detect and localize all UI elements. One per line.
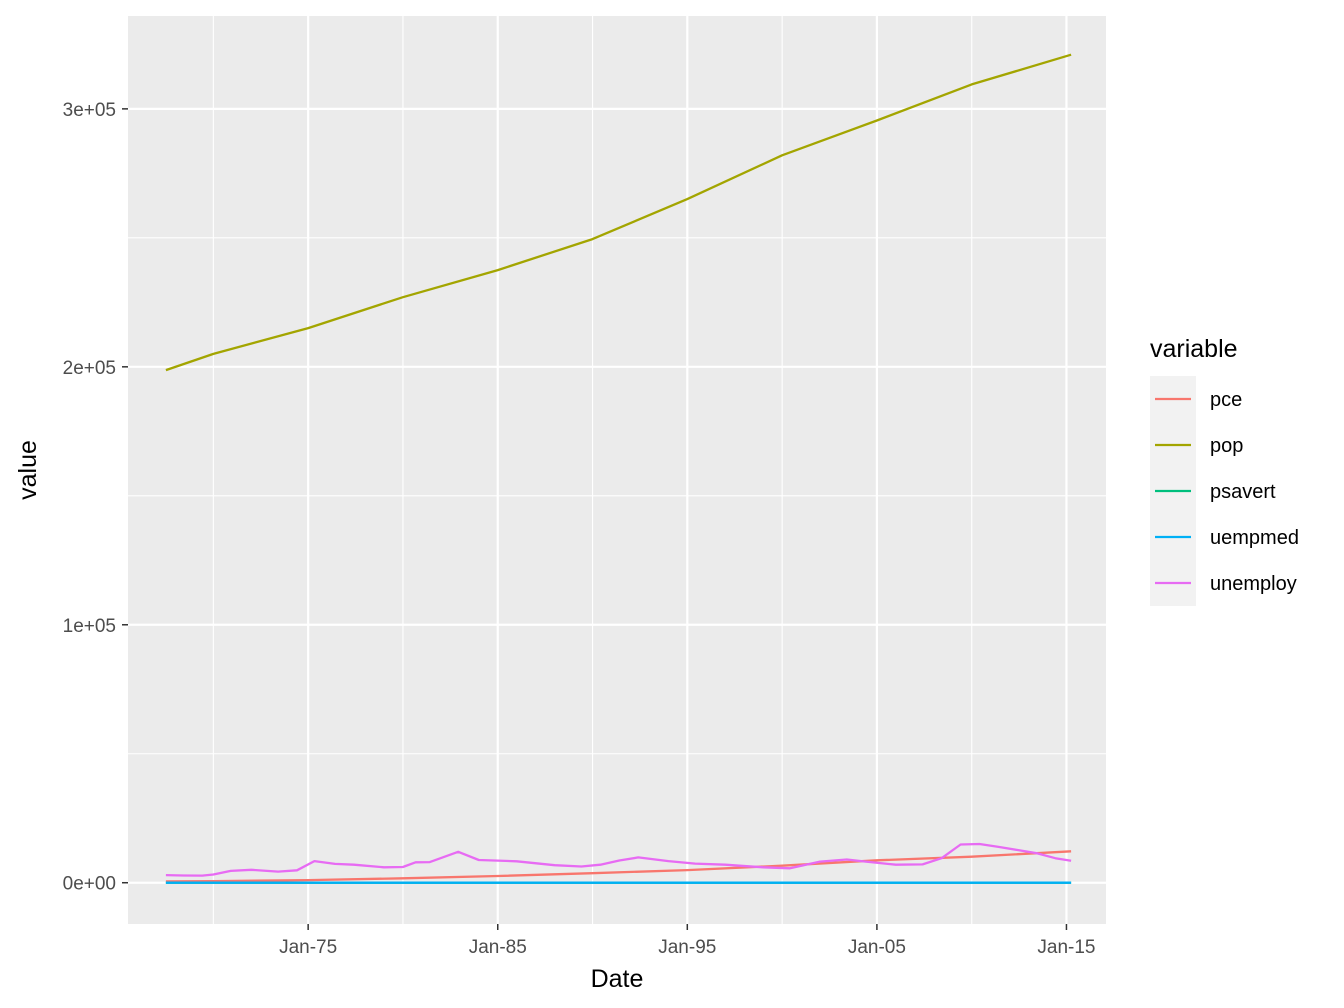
legend-label-unemploy: unemploy [1210,573,1297,595]
legend-label-pop: pop [1210,435,1243,457]
x-tick-label: Jan-85 [469,937,527,958]
x-axis: Jan-75 Jan-85 Jan-95 Jan-05 Jan-15 [279,924,1096,958]
legend-label-uempmed: uempmed [1210,527,1299,549]
x-tick-label: Jan-05 [848,937,906,958]
y-tick-label: 2e+05 [63,358,116,379]
x-tick-label: Jan-95 [658,937,716,958]
legend-label-pce: pce [1210,389,1242,411]
y-axis-title: value [14,440,42,500]
x-axis-title: Date [591,965,644,993]
x-tick-label: Jan-15 [1037,937,1095,958]
legend-label-psavert: psavert [1210,481,1276,503]
y-axis: 0e+00 1e+05 2e+05 3e+05 [63,100,128,895]
plot-panel [128,16,1106,924]
series-line-pop [165,53,1072,372]
y-tick-label: 1e+05 [63,616,116,637]
series-line-pce [165,850,1072,883]
y-tick-label: 3e+05 [63,100,116,121]
y-tick-label: 0e+00 [63,874,116,895]
legend-keys: pce pop psavert uempmed unemploy [1150,376,1299,606]
x-tick-label: Jan-75 [279,937,337,958]
minor-gridlines [128,16,1106,924]
series-line-unemploy [165,842,1072,877]
series-lines [165,53,1072,884]
legend: variable pce pop psavert uempmed unemploy [1150,335,1299,606]
legend-title: variable [1150,335,1238,363]
